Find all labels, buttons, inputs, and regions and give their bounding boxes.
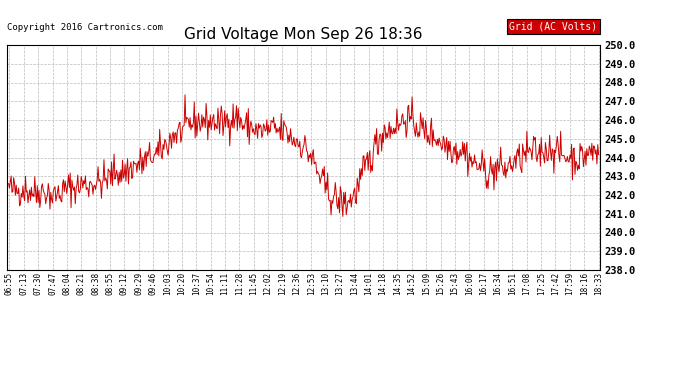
Text: Grid (AC Volts): Grid (AC Volts) [509,21,598,32]
Text: Copyright 2016 Cartronics.com: Copyright 2016 Cartronics.com [7,22,163,32]
Title: Grid Voltage Mon Sep 26 18:36: Grid Voltage Mon Sep 26 18:36 [184,27,423,42]
